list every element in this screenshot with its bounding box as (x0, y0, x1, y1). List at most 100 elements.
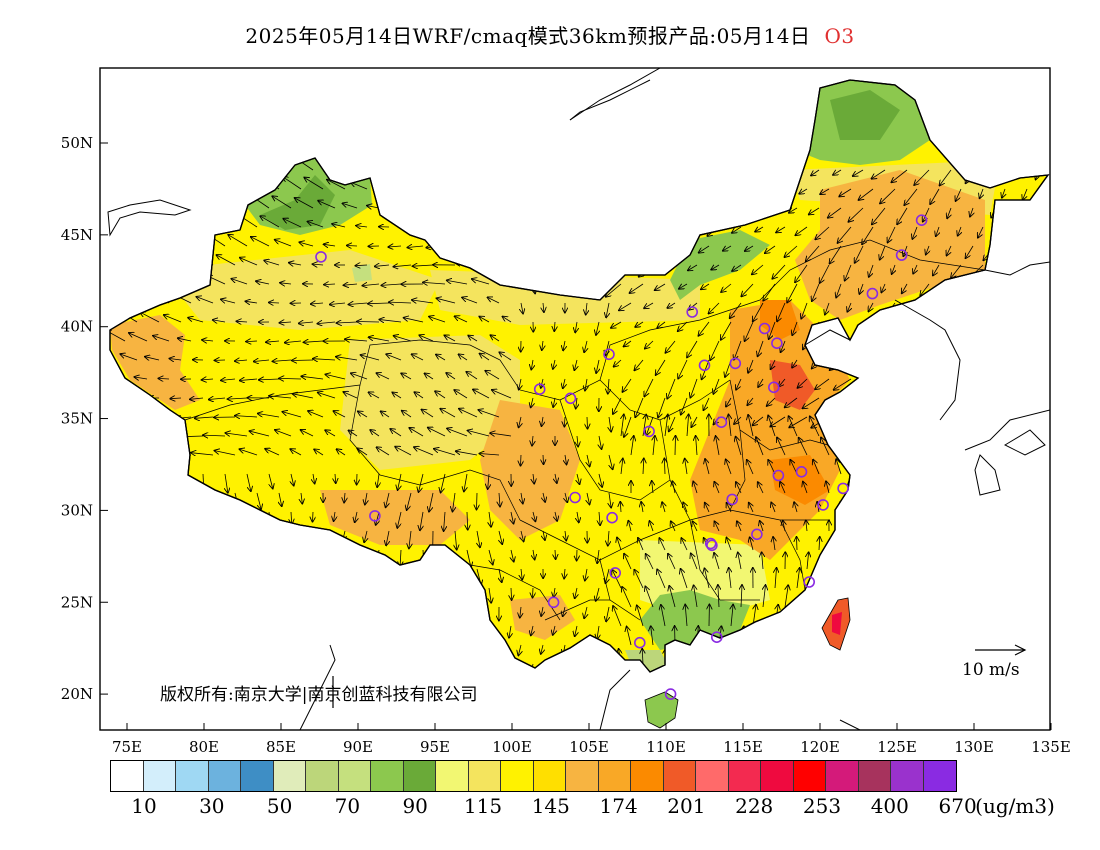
wind-arrow (821, 438, 830, 456)
zone-green-guangxi (640, 590, 750, 650)
wind-arrow (765, 245, 776, 253)
wind-arrow (658, 397, 666, 417)
province-boundaries (184, 239, 986, 621)
legend-label: 400 (870, 794, 909, 818)
wind-arrow (464, 473, 467, 491)
wind-arrow (454, 390, 468, 399)
zone-orange-yunnan (510, 595, 575, 640)
wind-arrow (787, 283, 798, 302)
wind-arrow (785, 585, 788, 608)
wind-arrow (667, 302, 676, 308)
legend-swatch (371, 761, 404, 791)
wind-arrow (170, 359, 182, 361)
wind-arrow (721, 283, 732, 292)
wind-arrow (543, 454, 544, 464)
wind-arrow (318, 322, 336, 324)
wind-arrow (283, 177, 302, 190)
wind-arrow (409, 428, 424, 437)
wind-arrow (533, 511, 535, 521)
wind-arrow (799, 438, 808, 456)
wind-arrow (736, 378, 742, 390)
wind-arrow (575, 587, 577, 598)
wind-arrow (978, 226, 984, 238)
wind-arrow (279, 492, 282, 506)
lat-tick-label: 25N (61, 593, 93, 611)
wind-arrow (364, 530, 367, 542)
wind-arrow (820, 264, 830, 283)
wind-arrow (729, 415, 732, 437)
wind-arrow (599, 511, 600, 525)
wind-arrow (129, 333, 148, 342)
wind-arrow (576, 397, 577, 408)
wind-arrow (533, 587, 534, 598)
wind-arrow (191, 453, 214, 455)
wind-arrow (1023, 188, 1028, 200)
wind-arrow (258, 414, 280, 418)
wind-arrow (826, 481, 829, 494)
wind-arrow (412, 300, 434, 303)
wind-arrow (351, 182, 368, 190)
wind-arrow (531, 359, 533, 369)
legend-labels: 10 30 50 70 90 115 145 174 201 228 253 400 670 (ug/m3… (0, 794, 1100, 824)
wind-arrow (730, 302, 742, 318)
wind-arrow (734, 416, 742, 424)
wind-arrow (635, 321, 644, 327)
wind-arrow (246, 341, 258, 342)
wind-arrow (489, 549, 493, 564)
wind-arrow (690, 378, 698, 398)
wind-arrow (748, 415, 754, 437)
zone-deep-orange-shandong (770, 360, 815, 410)
wind-arrow (752, 264, 764, 274)
wind-arrow (913, 264, 917, 274)
axis-tick-labels: 75E 80E 85E 90E 95E 100E 105E 110E 115E 120E 125E 1… (61, 134, 1071, 756)
wind-arrow (456, 451, 478, 456)
wind-arrow (711, 265, 720, 270)
wind-arrow (555, 549, 556, 559)
wind-arrow (543, 302, 544, 312)
legend-swatch (793, 761, 826, 791)
wind-arrow (933, 264, 940, 275)
wind-arrow (678, 359, 688, 379)
wind-arrow (789, 208, 798, 213)
wind-arrow (304, 178, 324, 190)
wind-arrow (714, 482, 720, 494)
wind-arrow (511, 587, 512, 600)
wind-arrow (599, 435, 602, 449)
wind-arrow (386, 492, 389, 507)
wind-arrow (736, 437, 742, 456)
wind-arrow (756, 437, 764, 456)
wind-arrow (621, 459, 623, 475)
wind-arrow (477, 492, 478, 509)
wind-arrow (834, 378, 852, 390)
wind-arrow (768, 460, 776, 475)
wind-arrow (311, 303, 324, 304)
wind-arrow (1002, 188, 1005, 198)
wind-arrow (836, 283, 842, 297)
wind-arrow (671, 521, 675, 532)
wind-arrow (226, 433, 248, 436)
wind-arrow (273, 360, 292, 361)
legend-swatch (468, 761, 501, 791)
city-site-markers (315, 214, 928, 700)
wind-arrow (444, 511, 445, 531)
site-marker (606, 511, 618, 524)
wind-arrow (280, 322, 292, 323)
site-marker (803, 576, 816, 588)
wind-arrow (691, 416, 698, 427)
wind-arrow (753, 605, 756, 627)
wind-arrow (232, 279, 248, 285)
site-marker (771, 337, 783, 350)
wind-arrow (511, 549, 514, 562)
site-marker (609, 567, 622, 579)
site-marker (664, 688, 677, 700)
wind-arrow (140, 312, 160, 323)
wind-arrow (413, 265, 434, 266)
wind-arrow (480, 354, 490, 361)
wind-arrow (425, 374, 434, 380)
wind-arrow (337, 322, 358, 323)
site-marker (698, 359, 711, 372)
wind-arrow (367, 206, 380, 208)
wind-arrow (477, 530, 480, 547)
wind-arrow (624, 340, 632, 346)
wind-arrow (343, 203, 358, 209)
